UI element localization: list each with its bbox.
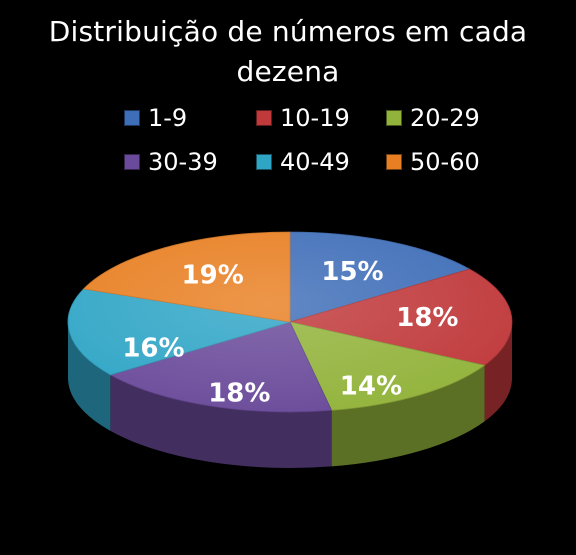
legend-swatch-20-29 xyxy=(386,110,402,126)
legend-label-10-19: 10-19 xyxy=(280,104,350,132)
pie-label-30-39: 18% xyxy=(208,378,270,408)
legend-item-40-49: 40-49 xyxy=(256,148,350,176)
legend-swatch-40-49 xyxy=(256,154,272,170)
legend-item-1-9: 1-9 xyxy=(124,104,187,132)
pie-side-20-29 xyxy=(331,365,485,467)
pie-side-40-49 xyxy=(68,322,111,431)
legend-swatch-10-19 xyxy=(256,110,272,126)
pie-labels: 15% 18% 14% 18% 16% 19% xyxy=(122,257,458,409)
pie-side-10-19 xyxy=(484,322,512,422)
pie-label-20-29: 14% xyxy=(340,372,402,402)
legend-label-40-49: 40-49 xyxy=(280,148,350,176)
legend-swatch-30-39 xyxy=(124,154,140,170)
chart-title: Distribuição de números em cada dezena xyxy=(0,12,576,92)
legend-swatch-1-9 xyxy=(124,110,140,126)
pie-sides xyxy=(68,322,512,469)
legend-item-30-39: 30-39 xyxy=(124,148,218,176)
pie-label-40-49: 16% xyxy=(122,333,184,363)
pie-tops xyxy=(67,231,513,413)
pie-label-10-19: 18% xyxy=(396,303,458,333)
chart-title-line1: Distribuição de números em cada xyxy=(48,15,528,48)
pie-label-50-60: 19% xyxy=(182,260,244,290)
pie-sheen xyxy=(68,232,512,412)
legend-swatch-50-60 xyxy=(386,154,402,170)
legend-label-50-60: 50-60 xyxy=(410,148,480,176)
legend-item-20-29: 20-29 xyxy=(386,104,480,132)
chart-title-line2: dezena xyxy=(236,55,340,88)
legend-item-10-19: 10-19 xyxy=(256,104,350,132)
legend-label-1-9: 1-9 xyxy=(148,104,188,132)
pie-label-1-9: 15% xyxy=(321,257,383,287)
legend-item-50-60: 50-60 xyxy=(386,148,480,176)
legend-label-30-39: 30-39 xyxy=(148,148,218,176)
legend-label-20-29: 20-29 xyxy=(410,104,480,132)
pie-side-30-39 xyxy=(110,374,332,469)
